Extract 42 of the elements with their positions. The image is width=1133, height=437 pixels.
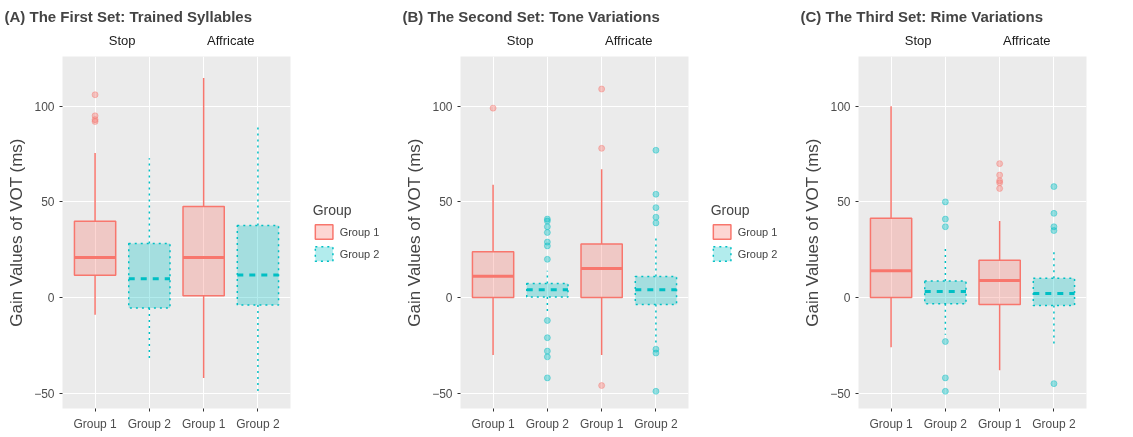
x-tick-label: Group 1	[977, 416, 1022, 431]
text: Stop	[904, 32, 932, 48]
text: Affricate	[1003, 32, 1051, 48]
legend-label: Group 1	[737, 225, 778, 237]
y-tick-label: 100	[830, 99, 851, 114]
x-tick-label: Group 2	[634, 416, 678, 431]
y-tick-label: 100	[432, 99, 453, 114]
x-tick-label: Group 2	[236, 416, 280, 431]
y-tick-label: 0	[47, 291, 55, 306]
x-tick-label: Group 2	[1032, 416, 1076, 431]
text: Stop	[108, 32, 136, 48]
x-tick-label: Group 1	[181, 416, 226, 431]
chart-title: (A) The First Set: Trained Syllables	[4, 7, 253, 25]
x-tick-label: Group 2	[923, 416, 968, 431]
y-tick-label: 0	[843, 291, 851, 306]
legend-title: Group	[312, 201, 353, 217]
y-axis-title: Gain Values of VOT (ms)	[803, 138, 823, 327]
legend-title: Group	[710, 201, 751, 217]
chart-title: (C) The Third Set: Rime Variations	[800, 7, 1044, 25]
x-tick-label: Group 2	[127, 416, 172, 431]
x-tick-label: Group 1	[471, 416, 516, 431]
y-tick-label: 50	[439, 195, 453, 210]
text: Stop	[506, 32, 534, 48]
text: Affricate	[207, 32, 255, 48]
y-tick-label: 0	[445, 291, 453, 306]
legend-label: Group 1	[339, 225, 380, 237]
y-tick-label: −50	[34, 386, 55, 401]
y-tick-label: 50	[837, 195, 851, 210]
y-tick-label: 100	[34, 99, 55, 114]
y-tick-label: 50	[41, 195, 55, 210]
y-axis-title: Gain Values of VOT (ms)	[7, 138, 27, 327]
y-tick-label: −50	[432, 386, 453, 401]
text: Affricate	[605, 32, 653, 48]
y-tick-label: −50	[830, 386, 851, 401]
y-axis-title: Gain Values of VOT (ms)	[405, 138, 425, 327]
chart-title: (B) The Second Set: Tone Variations	[402, 7, 660, 25]
legend-label: Group 2	[737, 247, 778, 259]
x-tick-label: Group 1	[579, 416, 624, 431]
x-tick-label: Group 2	[525, 416, 570, 431]
x-tick-label: Group 1	[869, 416, 914, 431]
x-tick-label: Group 1	[73, 416, 118, 431]
legend-label: Group 2	[339, 247, 380, 259]
